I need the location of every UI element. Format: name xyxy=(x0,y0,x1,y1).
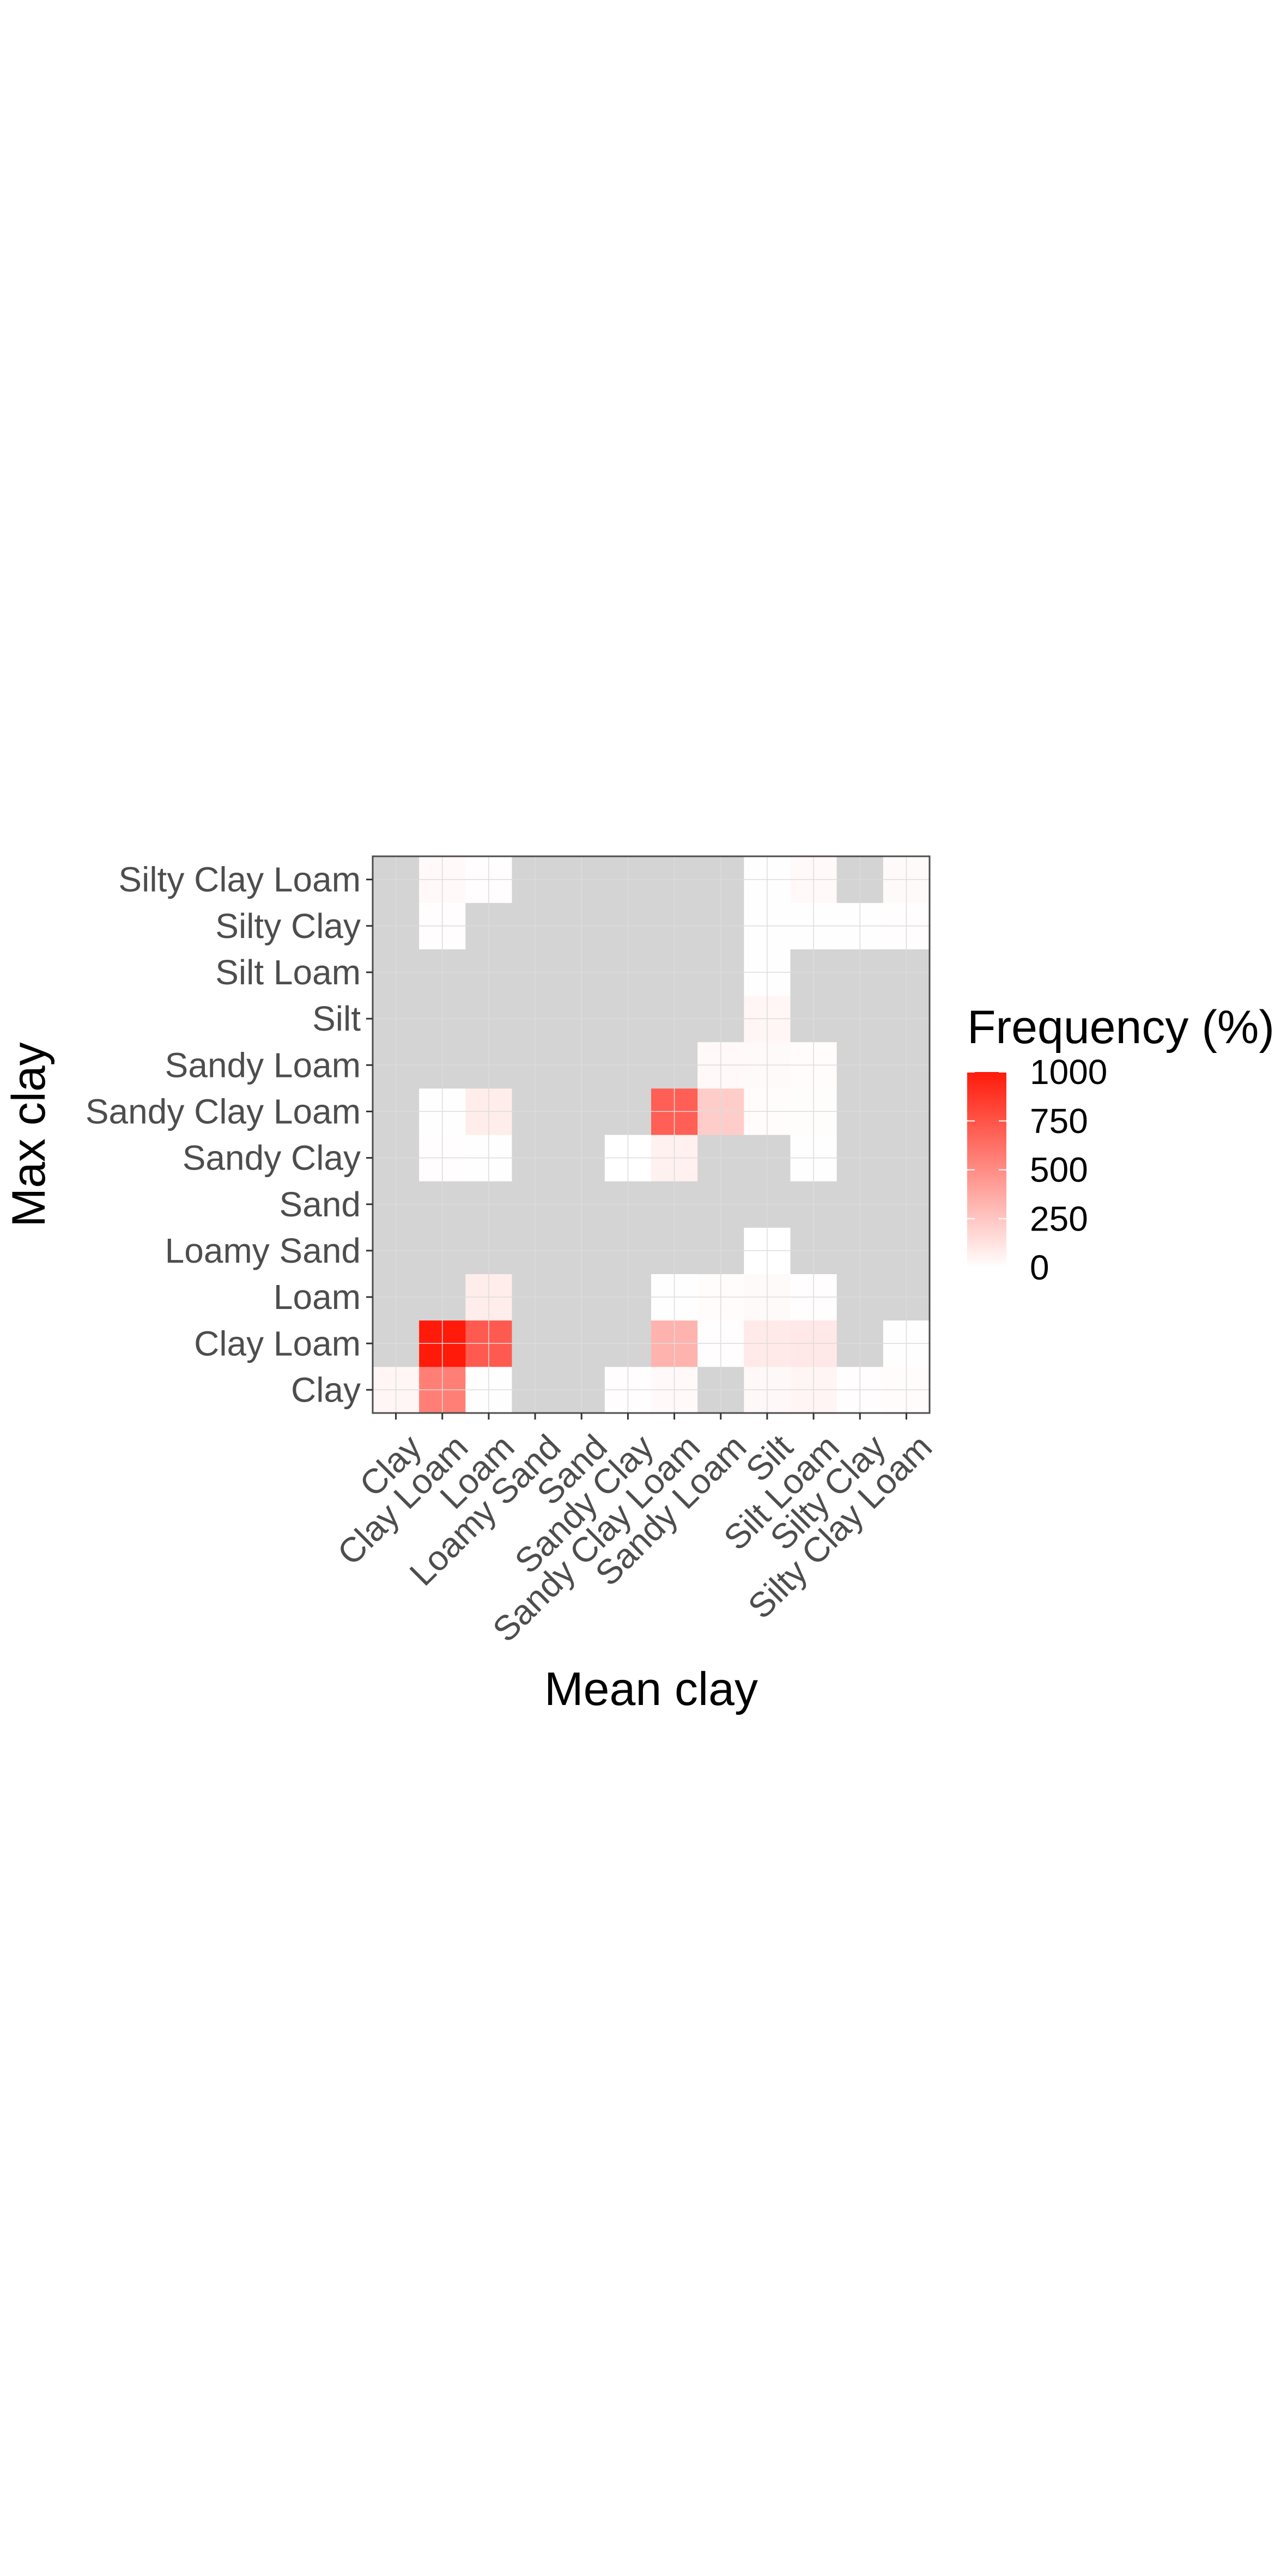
y-tick-label: Silty Clay Loam xyxy=(118,860,361,899)
legend-tick-label: 750 xyxy=(1030,1101,1088,1141)
heatmap-cells xyxy=(373,856,930,1414)
y-tick-label: Sandy Clay Loam xyxy=(86,1092,361,1131)
y-tick-label: Loamy Sand xyxy=(165,1231,361,1270)
panel-border xyxy=(372,855,931,1414)
y-tick-label: Silty Clay xyxy=(215,906,361,946)
legend-title: Frequency (%) xyxy=(967,1001,1274,1053)
legend-tick-label: 500 xyxy=(1030,1150,1088,1190)
legend-tick-label: 0 xyxy=(1030,1248,1049,1287)
y-tick-label: Sandy Clay xyxy=(183,1138,361,1178)
y-tick-label: Clay xyxy=(291,1370,361,1409)
y-tick-label: Sandy Loam xyxy=(165,1045,361,1085)
x-axis-title: Mean clay xyxy=(544,1663,758,1715)
y-tick-label: Loam xyxy=(274,1277,361,1317)
legend-tick-label: 1000 xyxy=(1030,1052,1107,1092)
legend-tick-label: 250 xyxy=(1030,1199,1088,1238)
y-tick-label: Silt Loam xyxy=(215,953,361,992)
y-axis-title: Max clay xyxy=(3,1042,55,1227)
y-tick-label: Sand xyxy=(280,1185,361,1224)
y-tick-label: Clay Loam xyxy=(194,1324,361,1363)
grid-lines xyxy=(373,856,930,1413)
color-legend: Frequency (%) 0 250 500 750 1000 xyxy=(967,1001,1274,1287)
y-axis: Clay Clay Loam Loam Loamy Sand Sand Sandy Cla… xyxy=(86,860,373,1409)
y-tick-label: Silt xyxy=(312,999,361,1038)
